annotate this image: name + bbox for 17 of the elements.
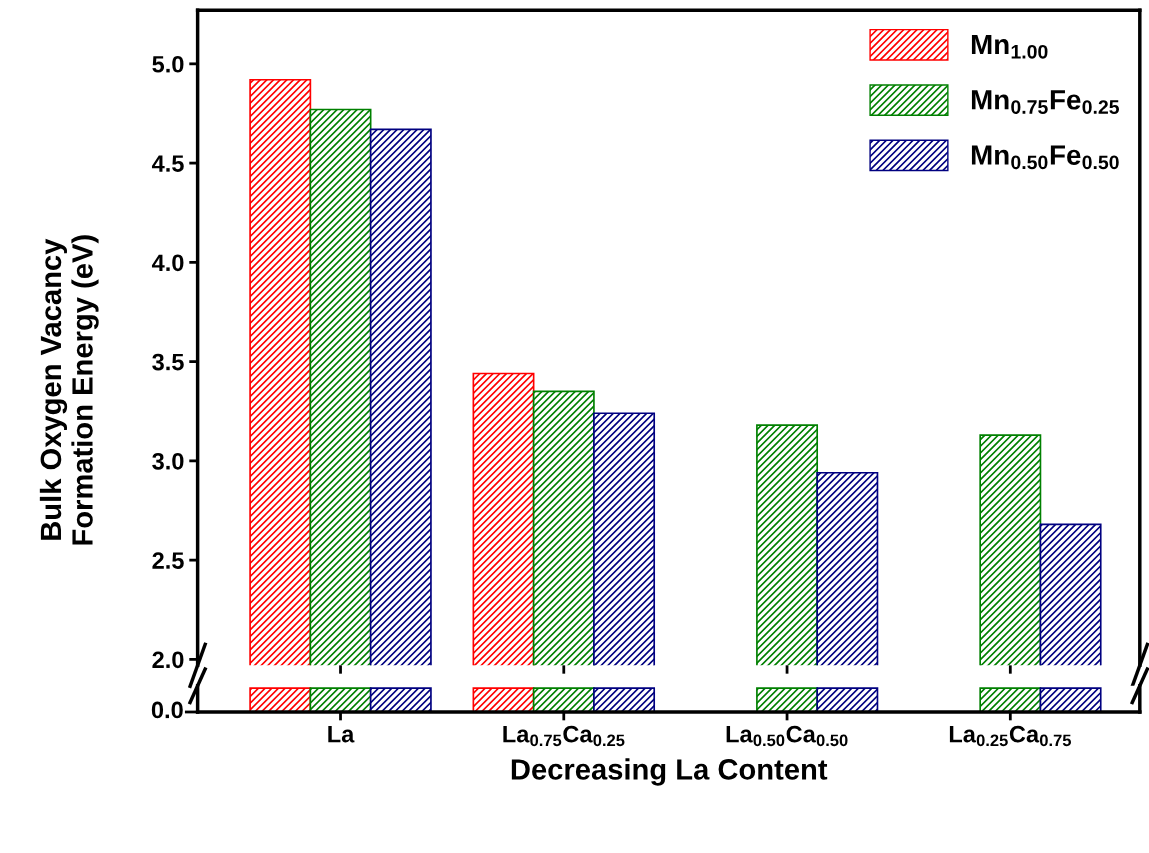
y-tick-label: 5.0 <box>152 55 184 73</box>
x-axis-title: Decreasing La Content <box>511 758 828 786</box>
legend-label: Mn$_{0.75}$Fe$_{0.25}$ <box>971 90 1119 114</box>
y-tick-label: 2.0 <box>152 651 184 669</box>
x-tick-label: La$_{0.50}$Ca$_{0.50}$ <box>726 725 848 747</box>
y-tick-label: 4.5 <box>151 155 184 172</box>
legend-label: Mn$_{1.00}$ <box>971 34 1048 59</box>
x-tick-label: La <box>328 726 355 743</box>
y-axis-title: Bulk Oxygen Vacancy Formation Energy (eV) <box>39 235 99 545</box>
y-tick-label: 2.5 <box>152 552 184 569</box>
y-tick-label: 4.0 <box>151 254 184 272</box>
legend-label: Mn$_{0.50}$Fe$_{0.50}$ <box>971 145 1119 170</box>
x-tick-label: La$_{0.75}$Ca$_{0.25}$ <box>503 725 625 747</box>
y-tick-label: 3.5 <box>152 353 184 371</box>
text: 0.0 <box>151 701 183 719</box>
x-tick-label: La$_{0.25}$Ca$_{0.75}$ <box>949 725 1072 747</box>
y-tick-label: 3.0 <box>152 452 184 470</box>
